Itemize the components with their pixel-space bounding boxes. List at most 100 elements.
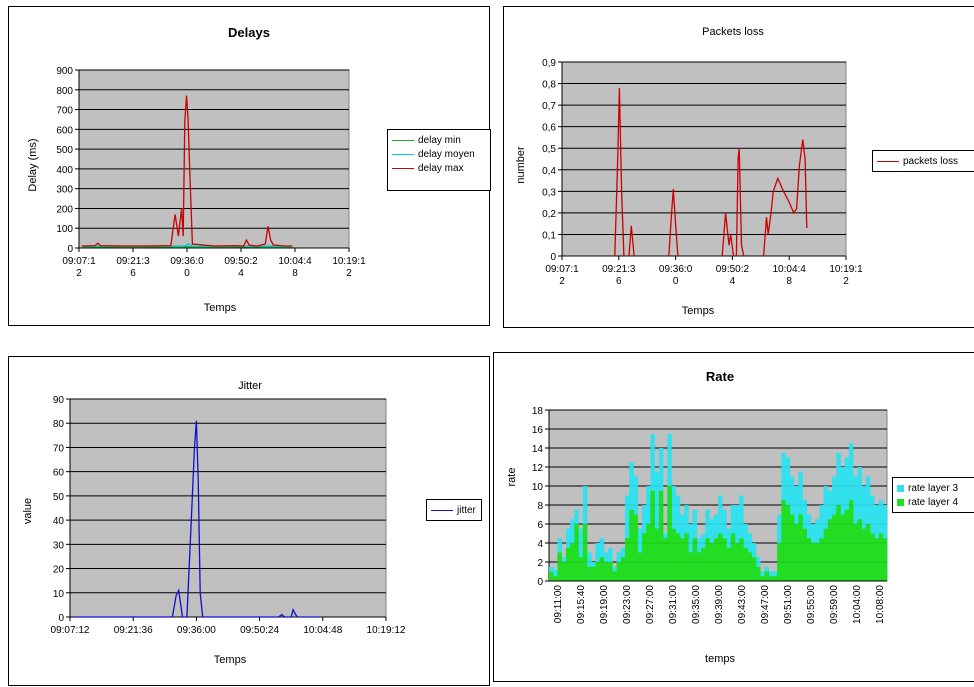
delays-series-line-2	[81, 95, 293, 247]
rate-legend: rate layer 3 rate layer 4	[892, 477, 974, 513]
delays-xlabel: Temps	[204, 302, 237, 314]
rate-bar-layer4	[781, 500, 786, 581]
packets-series-line-0	[668, 189, 679, 257]
jitter-xlabel: Temps	[214, 654, 247, 666]
rate-bar-layer4	[696, 552, 702, 581]
rate-category-label: 09:31:00	[668, 585, 679, 624]
rate-bar-layer4	[718, 533, 723, 581]
rate-bar-layer4	[743, 547, 748, 581]
rate-bar-layer4	[789, 514, 795, 581]
rate-chart-panel: Rate temps rate 0 2 4 6 8 10 12 14 16 18 09:11:00 0…	[493, 352, 974, 682]
delays-title: Delays	[228, 25, 270, 40]
rate-bar-layer4	[730, 533, 736, 581]
rate-bar-layer4	[616, 562, 622, 581]
delays-legend-swatch	[392, 153, 414, 155]
rate-bar-layer4	[675, 533, 681, 581]
rate-bar-layer4	[603, 562, 609, 581]
rate-bar-layer4	[553, 576, 558, 581]
rate-bar-layer4	[739, 538, 744, 581]
rate-category-label: 09:51:00	[783, 585, 794, 624]
delays-xtick-label: 10:19:1 2	[332, 256, 366, 279]
delays-ytick-label: 0	[67, 244, 73, 255]
jitter-ytick-label: 10	[53, 589, 65, 600]
jitter-legend-item: jitter	[431, 503, 477, 517]
packets-plot-area	[561, 61, 847, 257]
jitter-legend-swatch	[431, 509, 453, 511]
rate-category-label: 09:27:00	[645, 585, 656, 624]
rate-title: Rate	[706, 369, 734, 384]
packets-ytick-label: 0,5	[542, 144, 556, 155]
delays-ytick-label: 500	[56, 145, 73, 156]
jitter-xtick-label: 10:04:48	[303, 625, 342, 636]
rate-bar-layer4	[709, 543, 715, 581]
delays-legend-item: delay min	[392, 133, 486, 147]
packets-ylabel: number	[515, 146, 527, 184]
jitter-ytick-label: 70	[53, 443, 65, 454]
rate-ylabel: rate	[506, 468, 518, 487]
rate-bar-layer4	[587, 566, 592, 581]
rate-bar-layer4	[819, 538, 824, 581]
rate-category-label: 09:55:00	[806, 585, 817, 624]
rate-bar-layer4	[785, 505, 791, 581]
rate-ytick-label: 12	[532, 463, 544, 474]
rate-bar-layer4	[794, 524, 799, 581]
packets-loss-legend: packets loss	[872, 150, 974, 172]
delays-xtick-label: 09:21:3 6	[116, 256, 150, 279]
delays-xtick-label: 09:36:0 0	[170, 256, 204, 279]
delays-ytick-label: 300	[56, 185, 73, 196]
delays-chart-panel: Delays Temps Delay (ms) 0 100 200 300 400 500…	[8, 6, 491, 326]
packets-ytick-label: 0,6	[542, 123, 556, 134]
rate-ytick-label: 0	[537, 577, 543, 588]
rate-bar-layer4	[857, 519, 862, 581]
packets-ytick-label: 0,2	[542, 209, 556, 220]
rate-ytick-label: 8	[537, 501, 543, 512]
rate-bar-layer4	[574, 524, 579, 581]
jitter-xtick-label: 09:21:36	[114, 625, 153, 636]
rate-bar-layer4	[549, 571, 554, 581]
rate-bar-layer3	[654, 471, 660, 581]
packets-xtick-label: 09:21:3 6	[602, 264, 636, 287]
rate-ytick-label: 14	[532, 444, 544, 455]
rate-legend-item: rate layer 4	[897, 495, 974, 509]
jitter-legend: jitter	[426, 499, 482, 521]
jitter-legend-label: jitter	[457, 504, 476, 516]
delays-xtick-label: 09:50:2 4	[224, 256, 258, 279]
rate-bar-layer4	[848, 500, 854, 581]
rate-bar-layer4	[768, 576, 774, 581]
rate-ytick-label: 6	[537, 520, 543, 531]
rate-bar-layer4	[663, 538, 668, 581]
rate-bar-layer4	[760, 576, 765, 581]
rate-bar-layer4	[658, 490, 664, 581]
rate-bar-layer4	[844, 509, 850, 581]
packets-series-line-0	[762, 139, 808, 257]
packets-ytick-label: 0,8	[542, 80, 556, 91]
rate-bar-layer4	[608, 562, 613, 581]
packets-series-line-0	[614, 87, 625, 257]
rate-category-label: 09:47:00	[760, 585, 771, 624]
rate-bar-layer4	[633, 514, 639, 581]
rate-bar-layer4	[734, 543, 740, 581]
jitter-xtick-label: 09:36:00	[177, 625, 216, 636]
packets-xlabel: Temps	[682, 305, 715, 317]
rate-bar-layer4	[840, 514, 846, 581]
rate-bar-layer4	[798, 514, 803, 581]
rate-bar-layer4	[595, 562, 600, 581]
rate-bar-layer4	[701, 547, 706, 581]
packets-xtick-label: 09:36:0 0	[659, 264, 693, 287]
packets-ytick-label: 0,4	[542, 166, 556, 177]
rate-category-label: 09:11:00	[553, 585, 564, 624]
rate-bar-layer4	[646, 524, 651, 581]
delays-legend-swatch	[392, 139, 414, 141]
rate-category-label: 09:39:00	[714, 585, 725, 624]
rate-bar-layer3	[578, 528, 584, 581]
rate-bar-layer4	[705, 538, 710, 581]
jitter-plot-area	[69, 398, 387, 618]
jitter-ytick-label: 40	[53, 516, 65, 527]
rate-bar-layer4	[561, 562, 567, 581]
delays-xtick-label: 10:04:4 8	[278, 256, 312, 279]
delays-ytick-label: 600	[56, 125, 73, 136]
jitter-ytick-label: 60	[53, 468, 65, 479]
packets-ytick-label: 0,1	[542, 230, 556, 241]
rate-bar-layer4	[815, 543, 820, 581]
rate-bar-layer4	[629, 509, 634, 581]
